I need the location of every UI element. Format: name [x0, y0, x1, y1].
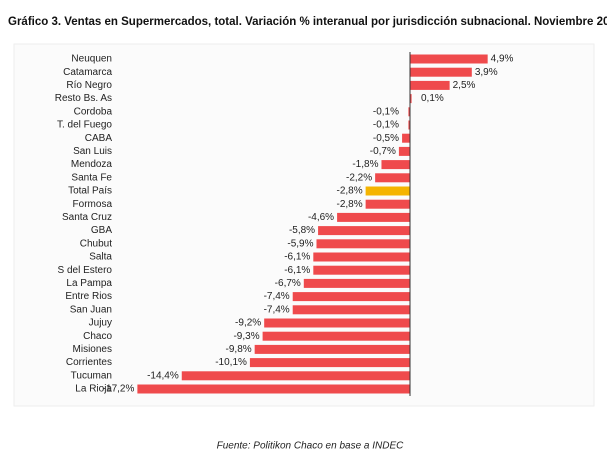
bar	[249, 358, 410, 368]
category-label: S del Estero	[58, 265, 113, 276]
value-label: -7,4%	[264, 304, 290, 315]
value-label: -10,1%	[215, 357, 247, 368]
value-label: 3,9%	[475, 67, 498, 78]
value-label: -1,8%	[352, 159, 378, 170]
category-label: San Juan	[70, 304, 112, 315]
bar	[408, 120, 410, 130]
category-label: Cordoba	[74, 106, 113, 117]
bar	[410, 94, 412, 104]
category-label: Chubut	[80, 238, 112, 249]
bar	[292, 305, 410, 315]
category-label: Formosa	[73, 199, 113, 210]
category-label: Corrientes	[66, 357, 112, 368]
bar	[381, 160, 410, 170]
value-label: -6,1%	[284, 265, 310, 276]
bar	[410, 54, 488, 64]
bar	[410, 80, 450, 90]
bar	[137, 384, 410, 394]
value-label: 0,1%	[421, 93, 444, 104]
category-label: Chaco	[83, 331, 112, 342]
value-label: -9,3%	[233, 331, 259, 342]
category-label: Mendoza	[71, 159, 113, 170]
value-label: -0,5%	[373, 133, 399, 144]
category-label: Santa Fe	[71, 172, 112, 183]
value-label: -5,9%	[287, 238, 313, 249]
bar	[181, 371, 410, 381]
bar	[318, 226, 410, 236]
value-label: -7,4%	[264, 291, 290, 302]
category-label: Jujuy	[89, 318, 112, 329]
category-label: Misiones	[73, 344, 112, 355]
bar	[313, 265, 410, 275]
bar	[264, 318, 410, 328]
category-label: Total País	[68, 186, 112, 197]
value-label: -0,7%	[370, 146, 396, 157]
category-label: La Pampa	[66, 278, 112, 289]
category-label: Salta	[89, 252, 112, 263]
category-label: San Luis	[73, 146, 112, 157]
bar	[313, 252, 410, 262]
bar	[408, 107, 410, 117]
value-label: -9,2%	[235, 318, 261, 329]
bar	[365, 199, 410, 209]
category-label: Catamarca	[63, 67, 112, 78]
category-label: GBA	[91, 225, 112, 236]
bar	[254, 344, 410, 354]
value-label: -2,8%	[336, 186, 362, 197]
value-label: -6,7%	[275, 278, 301, 289]
bar	[410, 67, 472, 77]
category-label: Río Negro	[66, 80, 112, 91]
bar	[303, 278, 410, 288]
bar	[337, 212, 410, 222]
bar	[292, 292, 410, 302]
value-label: 2,5%	[453, 80, 476, 91]
value-label: -4,6%	[308, 212, 334, 223]
bar	[262, 331, 410, 341]
value-label: -5,8%	[289, 225, 315, 236]
value-label: -0,1%	[373, 120, 399, 131]
value-label: -2,2%	[346, 172, 372, 183]
value-label: -9,8%	[226, 344, 252, 355]
category-label: Santa Cruz	[62, 212, 112, 223]
bar	[375, 173, 410, 183]
bar	[402, 133, 410, 143]
category-label: T. del Fuego	[57, 120, 112, 131]
category-label: Neuquen	[71, 54, 112, 65]
value-label: -6,1%	[284, 252, 310, 263]
value-label: -17,2%	[103, 384, 135, 395]
bar	[398, 146, 410, 156]
value-label: -0,1%	[373, 106, 399, 117]
value-label: 4,9%	[491, 54, 514, 65]
bar	[316, 239, 410, 249]
value-label: -2,8%	[336, 199, 362, 210]
category-label: La Rioja	[75, 384, 112, 395]
category-label: CABA	[85, 133, 113, 144]
category-label: Entre Rios	[65, 291, 112, 302]
bar	[365, 186, 410, 196]
value-label: -14,4%	[147, 370, 179, 381]
category-label: Resto Bs. As	[55, 93, 112, 104]
category-label: Tucuman	[71, 370, 112, 381]
source-note: Fuente: Politikon Chaco en base a INDEC	[217, 441, 405, 452]
chart-title: Gráfico 3. Ventas en Supermercados, tota…	[8, 16, 607, 28]
